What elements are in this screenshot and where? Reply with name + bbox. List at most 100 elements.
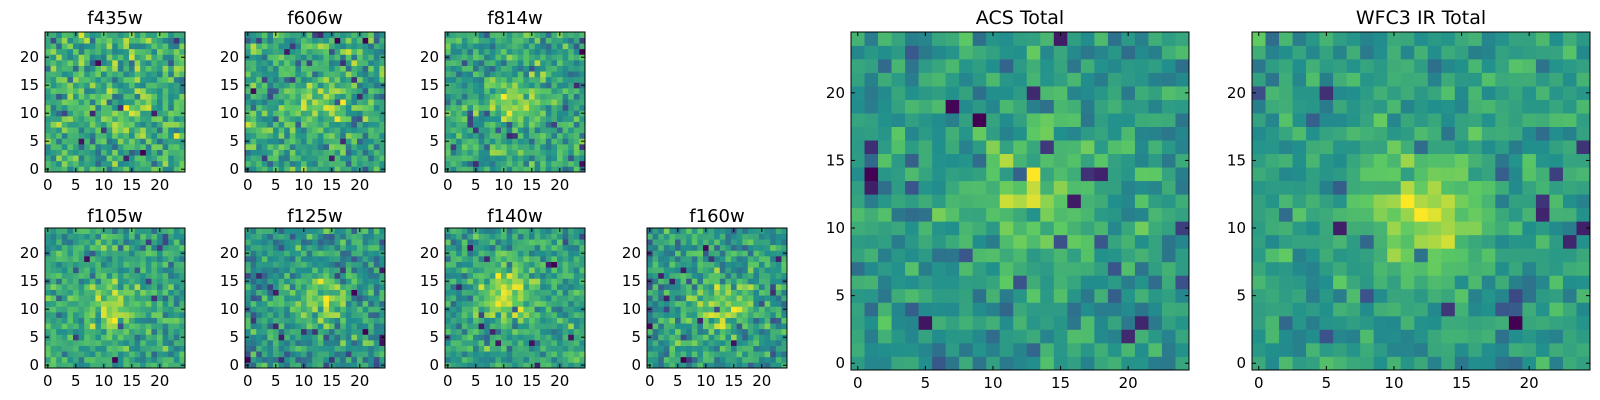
heatmap-cell	[1067, 248, 1082, 263]
heatmap-cell	[340, 99, 347, 106]
heatmap-cell	[573, 71, 580, 78]
heatmap-cell	[78, 362, 85, 369]
heatmap-cell	[540, 48, 547, 55]
heatmap-cell	[540, 267, 547, 274]
heatmap-cell	[362, 284, 369, 290]
heatmap-cell	[289, 121, 296, 128]
heatmap-cell	[78, 300, 85, 307]
heatmap-cell	[123, 60, 130, 66]
heatmap-cell	[450, 340, 457, 346]
heatmap-cell	[1134, 207, 1149, 222]
heatmap-cell	[362, 334, 369, 341]
heatmap-cell	[250, 166, 257, 173]
heatmap-cell	[573, 289, 580, 296]
tick-label: 10	[494, 176, 513, 194]
heatmap-cell	[781, 267, 788, 274]
heatmap-cell	[686, 284, 693, 290]
heatmap-cell	[959, 315, 974, 330]
heatmap-cell	[764, 317, 771, 324]
heatmap-cell	[117, 160, 124, 167]
heatmap-cell	[157, 60, 163, 66]
heatmap-cell	[50, 60, 57, 66]
heatmap-cell	[478, 300, 485, 307]
heatmap-cell	[686, 300, 693, 307]
heatmap-cell	[340, 144, 347, 150]
heatmap-cell	[340, 306, 347, 313]
heatmap-cell	[568, 239, 575, 246]
heatmap-cell	[56, 76, 63, 83]
heatmap-cell	[168, 166, 175, 173]
heatmap-cell	[112, 295, 119, 302]
heatmap-cell	[151, 43, 158, 50]
heatmap-cell	[179, 37, 186, 44]
heatmap-cell	[78, 334, 85, 341]
heatmap-cell	[289, 256, 296, 262]
heatmap-cell	[84, 272, 91, 279]
heatmap-cell	[329, 82, 335, 89]
heatmap-cell	[329, 356, 335, 363]
heatmap-cell	[151, 127, 158, 134]
heatmap-cell	[84, 284, 91, 290]
heatmap-cell	[456, 267, 463, 274]
heatmap-cell	[362, 43, 369, 50]
heatmap-cell	[467, 312, 474, 318]
heatmap-cell	[140, 233, 147, 240]
heatmap-cell	[89, 37, 96, 44]
heatmap-cell	[545, 228, 552, 234]
heatmap-cell	[891, 356, 906, 371]
heatmap-cell	[168, 110, 175, 117]
tick-label: 20	[220, 48, 239, 66]
heatmap-cell	[759, 278, 765, 285]
heatmap-cell	[145, 160, 152, 167]
heatmap-cell	[95, 356, 102, 363]
heatmap-cell	[484, 334, 491, 341]
heatmap-cell	[972, 261, 987, 276]
heatmap-cell	[78, 356, 85, 363]
tick-label: 15	[622, 272, 641, 290]
heatmap-cell	[529, 82, 535, 89]
heatmap-cell	[562, 166, 569, 173]
heatmap-cell	[351, 362, 358, 369]
heatmap-cell	[512, 71, 519, 78]
heatmap-cell	[56, 267, 63, 274]
heatmap-cell	[725, 345, 732, 352]
heatmap-cell	[1067, 302, 1082, 317]
heatmap-cell	[123, 76, 130, 83]
heatmap-cell	[945, 234, 960, 249]
heatmap-cell	[851, 315, 865, 330]
heatmap-cell	[775, 239, 782, 246]
heatmap-cell	[345, 48, 352, 55]
heatmap-cell	[878, 329, 892, 344]
heatmap-cell	[323, 160, 330, 167]
heatmap-cell	[512, 351, 519, 358]
heatmap-cell	[261, 144, 268, 150]
heatmap-cell	[362, 312, 369, 318]
heatmap-cell	[703, 334, 709, 341]
heatmap-cell	[557, 278, 563, 285]
heatmap-cell	[489, 340, 496, 346]
heatmap-cell	[775, 272, 782, 279]
heatmap-cell	[67, 261, 74, 268]
heatmap-cell	[373, 60, 380, 66]
heatmap-cell	[1053, 288, 1068, 303]
heatmap-cell	[345, 300, 352, 307]
heatmap-cell	[467, 93, 474, 100]
heatmap-cell	[106, 356, 113, 363]
heatmap-cell	[106, 149, 113, 156]
heatmap-cell	[67, 239, 74, 246]
heatmap-cell	[545, 239, 552, 246]
heatmap-cell	[708, 317, 715, 324]
plot-frame	[444, 227, 586, 369]
heatmap-cell	[106, 71, 113, 78]
heatmap-cell	[123, 312, 130, 318]
heatmap-cell	[379, 48, 386, 55]
heatmap-cell	[658, 267, 665, 274]
heatmap-cell	[742, 356, 749, 363]
heatmap-cell	[759, 312, 765, 318]
heatmap-cell	[56, 99, 63, 106]
heatmap-cell	[368, 256, 375, 262]
heatmap-cell	[456, 110, 463, 117]
heatmap-cell	[489, 250, 496, 257]
heatmap-cell	[368, 312, 375, 318]
